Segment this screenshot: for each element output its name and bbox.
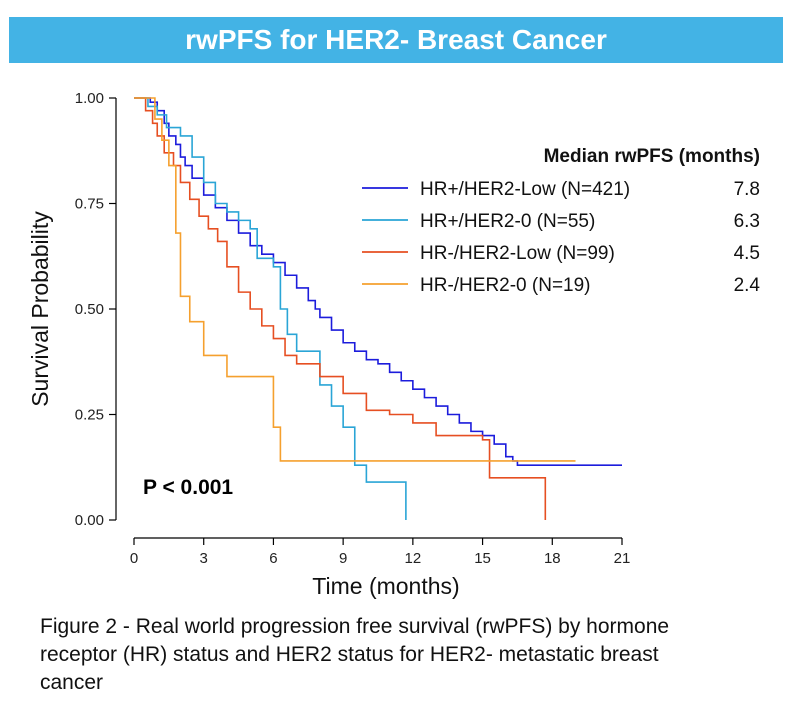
y-axis-label: Survival Probability <box>27 211 53 407</box>
series-line-3 <box>134 97 547 520</box>
banner-title: rwPFS for HER2- Breast Cancer <box>185 24 607 55</box>
legend-label-4: HR-/HER2-0 (N=19) <box>420 275 591 296</box>
y-tick-label: 0.75 <box>75 196 104 213</box>
legend-median-3: 4.5 <box>734 243 760 264</box>
y-tick-label: 1.00 <box>75 90 104 107</box>
legend-title: Median rwPFS (months) <box>544 146 760 167</box>
x-tick-label: 6 <box>269 550 277 567</box>
survival-curves <box>134 97 622 520</box>
series-line-4 <box>134 97 576 462</box>
series-line-2 <box>134 97 407 520</box>
x-tick-label: 15 <box>474 550 491 567</box>
y-tick-label: 0.00 <box>75 512 104 529</box>
km-plot: 0 3 6 9 12 15 18 21 Time (months) 0.00 0.25 0.50 0.7… <box>27 90 760 599</box>
p-value-annotation: P < 0.001 <box>143 476 233 499</box>
series-line-1 <box>134 97 622 466</box>
y-tick-label: 0.50 <box>75 301 104 318</box>
chart-banner: rwPFS for HER2- Breast Cancer <box>9 17 783 63</box>
x-tick-label: 0 <box>130 550 138 567</box>
legend-label-2: HR+/HER2-0 (N=55) <box>420 211 595 232</box>
legend-median-4: 2.4 <box>734 275 761 296</box>
x-tick-label: 12 <box>405 550 422 567</box>
legend-label-1: HR+/HER2-Low (N=421) <box>420 179 630 200</box>
figure-caption: Figure 2 - Real world progression free s… <box>40 615 670 694</box>
legend: Median rwPFS (months) HR+/HER2-Low (N=421… <box>362 146 760 296</box>
y-tick-label: 0.25 <box>75 407 104 424</box>
axes: 0 3 6 9 12 15 18 21 Time (months) 0.00 0.25 0.50 0.7… <box>27 90 630 599</box>
legend-label-3: HR-/HER2-Low (N=99) <box>420 243 615 264</box>
x-tick-label: 3 <box>200 550 208 567</box>
legend-median-2: 6.3 <box>734 211 760 232</box>
x-tick-label: 21 <box>614 550 631 567</box>
x-tick-label: 18 <box>544 550 561 567</box>
x-tick-label: 9 <box>339 550 347 567</box>
legend-median-1: 7.8 <box>734 179 760 200</box>
x-axis-label: Time (months) <box>312 573 459 599</box>
